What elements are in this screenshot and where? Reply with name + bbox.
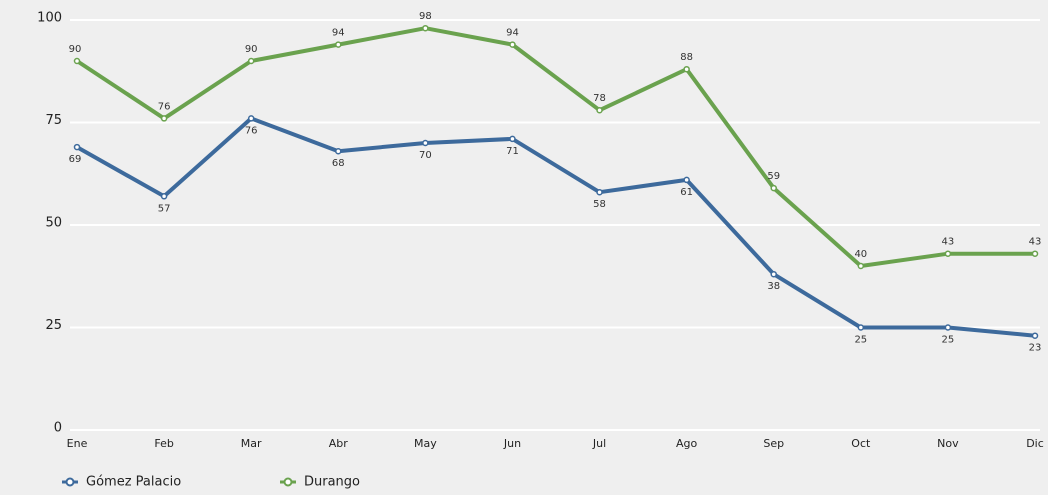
- data-label: 68: [332, 158, 345, 169]
- data-point: [944, 250, 952, 257]
- x-tick-label: Ago: [676, 437, 698, 450]
- data-point: [596, 106, 603, 114]
- data-point: [683, 176, 690, 184]
- x-tick-label: Oct: [851, 437, 871, 450]
- x-tick-label: Jun: [503, 437, 521, 450]
- legend-label: Gómez Palacio: [86, 475, 181, 490]
- x-tick-label: Dic: [1026, 437, 1044, 450]
- data-label: 40: [854, 249, 867, 260]
- data-point: [1031, 332, 1039, 339]
- data-point: [160, 193, 168, 200]
- data-point: [509, 41, 516, 48]
- data-label: 70: [419, 150, 432, 161]
- data-label: 71: [506, 146, 519, 157]
- y-tick-label: 0: [54, 421, 62, 436]
- data-point: [335, 147, 342, 155]
- data-label: 61: [680, 187, 693, 198]
- data-point: [422, 24, 429, 32]
- x-tick-label: Mar: [241, 437, 262, 450]
- data-point: [247, 115, 255, 122]
- x-tick-label: Nov: [937, 437, 959, 450]
- data-label: 25: [854, 335, 867, 346]
- data-point: [857, 324, 865, 331]
- data-label: 88: [680, 52, 693, 63]
- data-point: [509, 135, 516, 143]
- data-point: [73, 57, 81, 65]
- data-label: 58: [593, 199, 606, 210]
- data-point: [770, 184, 777, 192]
- data-label: 90: [69, 44, 82, 55]
- y-tick-label: 25: [45, 318, 62, 333]
- x-tick-label: Jul: [592, 437, 606, 450]
- data-point: [683, 65, 690, 73]
- data-point: [335, 41, 342, 48]
- series-line: [75, 26, 1035, 268]
- data-label: 57: [158, 203, 171, 214]
- data-label: 94: [506, 28, 519, 39]
- data-label: 25: [942, 335, 955, 346]
- data-label: 78: [593, 93, 606, 104]
- data-label: 43: [1029, 237, 1042, 248]
- data-point: [596, 188, 603, 196]
- legend-marker: [65, 477, 75, 487]
- y-tick-label: 50: [45, 216, 62, 231]
- data-point: [422, 139, 429, 147]
- x-tick-label: Feb: [154, 437, 173, 450]
- data-label: 76: [158, 101, 171, 112]
- data-point: [944, 324, 952, 331]
- data-point: [857, 262, 865, 270]
- data-label: 69: [69, 154, 82, 165]
- x-tick-label: Sep: [763, 437, 784, 450]
- data-label: 98: [419, 11, 432, 22]
- legend-marker: [283, 477, 293, 487]
- data-label: 38: [767, 281, 780, 292]
- data-label: 90: [245, 44, 258, 55]
- data-label: 94: [332, 28, 345, 39]
- data-point: [1031, 250, 1039, 257]
- legend-label: Durango: [304, 475, 360, 490]
- series-line: [76, 116, 1036, 338]
- x-tick-label: Abr: [329, 437, 349, 450]
- data-point: [73, 143, 81, 151]
- data-label: 43: [942, 237, 955, 248]
- data-point: [247, 57, 255, 65]
- data-label: 23: [1029, 343, 1042, 354]
- data-label: 76: [245, 125, 258, 136]
- x-tick-label: Ene: [67, 437, 88, 450]
- data-point: [160, 115, 168, 122]
- data-point: [770, 270, 777, 278]
- x-tick-label: May: [414, 437, 437, 450]
- y-tick-label: 75: [45, 113, 62, 128]
- y-tick-label: 100: [37, 11, 62, 26]
- data-label: 59: [767, 171, 780, 182]
